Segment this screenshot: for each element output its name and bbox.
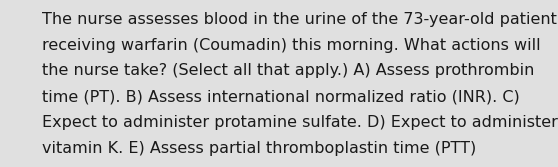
- Text: Expect to administer protamine sulfate. D) Expect to administer: Expect to administer protamine sulfate. …: [42, 115, 558, 130]
- Text: the nurse take? (Select all that apply.) A) Assess prothrombin: the nurse take? (Select all that apply.)…: [42, 63, 534, 78]
- Text: time (PT). B) Assess international normalized ratio (INR). C): time (PT). B) Assess international norma…: [42, 89, 519, 104]
- Text: The nurse assesses blood in the urine of the 73-year-old patient: The nurse assesses blood in the urine of…: [42, 12, 557, 27]
- Text: vitamin K. E) Assess partial thromboplastin time (PTT): vitamin K. E) Assess partial thromboplas…: [42, 141, 476, 156]
- Text: receiving warfarin (Coumadin) this morning. What actions will: receiving warfarin (Coumadin) this morni…: [42, 38, 541, 53]
